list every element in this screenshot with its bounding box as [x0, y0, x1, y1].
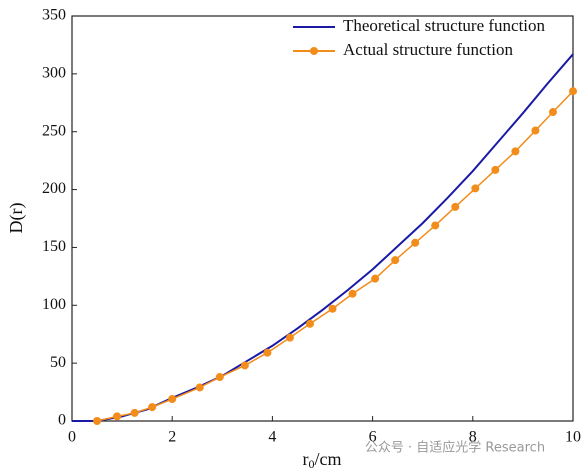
data-point: [569, 87, 577, 96]
x-tick-label: 6: [369, 429, 377, 446]
y-tick-label: 350: [42, 7, 66, 24]
x-axis-label: r0/cm: [303, 449, 342, 471]
data-point: [285, 333, 294, 342]
data-point: [263, 348, 272, 357]
y-tick-label: 100: [42, 296, 66, 313]
x-tick-label: 0: [68, 429, 76, 446]
data-point: [471, 184, 480, 193]
data-point: [328, 304, 337, 313]
data-point: [240, 361, 249, 370]
data-point: [215, 373, 224, 382]
legend-label: Actual structure function: [343, 40, 513, 59]
x-label-part: /cm: [315, 449, 342, 469]
plot-frame: [71, 15, 574, 422]
data-point: [391, 256, 400, 265]
data-point: [411, 238, 420, 247]
x-tick-label: 2: [168, 429, 176, 446]
y-tick-label: 150: [42, 238, 66, 255]
data-point: [548, 108, 557, 117]
y-axis-label: D(r): [6, 203, 27, 234]
data-point: [371, 274, 380, 283]
x-tick-label: 4: [268, 429, 276, 446]
series-line: [96, 90, 574, 422]
data-point: [431, 221, 440, 230]
data-point: [305, 319, 314, 328]
x-label-part: r: [303, 449, 309, 469]
data-point: [130, 408, 139, 417]
data-point: [148, 403, 157, 412]
data-point: [491, 165, 500, 174]
x-label-sub: 0: [309, 457, 315, 471]
data-point: [168, 395, 177, 404]
data-point: [451, 202, 460, 211]
x-tick-label: 8: [469, 429, 477, 446]
data-point: [195, 383, 204, 392]
x-tick-label: 10: [565, 429, 581, 446]
y-tick-label: 250: [42, 122, 66, 139]
y-tick-label: 50: [50, 354, 66, 371]
y-tick-label: 200: [42, 180, 66, 197]
legend-label: Theoretical structure function: [343, 16, 546, 35]
legend-marker: [310, 47, 318, 55]
data-point: [511, 147, 520, 156]
data-point: [531, 126, 540, 135]
data-point: [348, 289, 357, 298]
data-point: [113, 412, 122, 421]
y-tick-label: 0: [58, 412, 66, 429]
watermark: 公众号 · 自适应光学 Research: [365, 440, 545, 456]
series-line: [72, 53, 574, 422]
y-tick-label: 300: [42, 65, 66, 82]
data-point: [93, 417, 102, 425]
